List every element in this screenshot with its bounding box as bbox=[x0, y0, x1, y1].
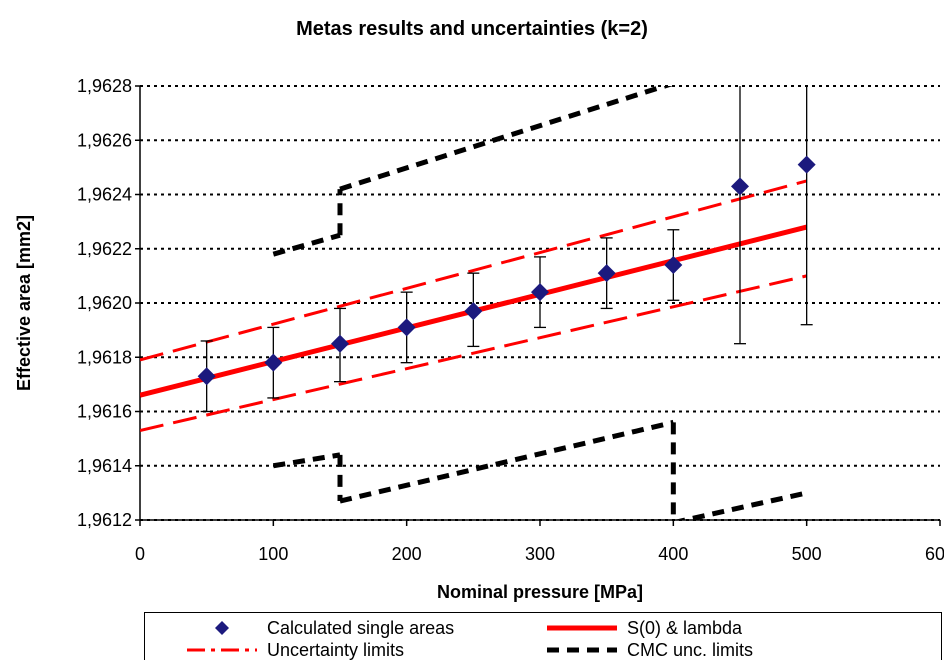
y-tick-label: 1,9626 bbox=[77, 130, 132, 150]
cmc-lower-limit-line bbox=[674, 490, 808, 520]
y-tick-label: 1,9624 bbox=[77, 185, 132, 205]
chart-title: Metas results and uncertainties (k=2) bbox=[296, 18, 648, 40]
legend-symbol-fit bbox=[545, 618, 619, 638]
x-tick-label: 600 bbox=[925, 544, 944, 564]
y-tick-label: 1,9612 bbox=[77, 510, 132, 530]
legend-symbol-uncertainty bbox=[185, 640, 259, 660]
x-tick-label: 200 bbox=[392, 544, 422, 564]
tick-labels: 1,9612 1,9614 1,9616 1,9618 1,9620 1,9622 1,96… bbox=[77, 76, 944, 564]
cmc-upper-limit-line bbox=[339, 86, 674, 192]
y-tick-label: 1,9616 bbox=[77, 402, 132, 422]
legend-label-fit: S(0) & lambda bbox=[627, 617, 743, 638]
y-tick-label: 1,9628 bbox=[77, 76, 132, 96]
x-axis-label: Nominal pressure [MPa] bbox=[437, 582, 643, 602]
data-point-diamond bbox=[664, 256, 683, 275]
legend-symbol-points bbox=[185, 618, 259, 638]
legend-label-uncertainty: Uncertainty limits bbox=[267, 639, 405, 660]
x-tick-label: 0 bbox=[135, 544, 145, 564]
data-point-diamond bbox=[331, 334, 349, 353]
legend-label-points: Calculated single areas bbox=[267, 617, 455, 638]
y-tick-label: 1,9614 bbox=[77, 456, 132, 476]
x-tick-label: 400 bbox=[658, 544, 688, 564]
data-point-diamond bbox=[597, 264, 616, 283]
legend-item-uncertainty: Uncertainty limits bbox=[185, 639, 404, 660]
y-tick-label: 1,9622 bbox=[77, 239, 132, 259]
cmc-lower-limit-line bbox=[339, 419, 674, 504]
cmc-upper-limit-line bbox=[272, 232, 341, 257]
uncertainty-lower-line bbox=[140, 274, 808, 432]
data-point-diamond bbox=[464, 302, 483, 321]
markers-group bbox=[197, 86, 816, 413]
legend-item-fit: S(0) & lambda bbox=[545, 617, 742, 639]
data-point-diamond bbox=[731, 177, 749, 196]
y-tick-label: 1,9620 bbox=[77, 293, 132, 313]
legend-item-cmc: CMC unc. limits bbox=[545, 639, 753, 660]
data-point-diamond bbox=[197, 367, 216, 386]
data-point-diamond bbox=[264, 353, 283, 372]
y-tick-label: 1,9618 bbox=[77, 347, 132, 367]
x-tick-label: 300 bbox=[525, 544, 555, 564]
uncertainty-upper-line bbox=[140, 179, 808, 362]
data-point-diamond bbox=[797, 155, 816, 174]
y-axis-label: Effective area [mm2] bbox=[14, 215, 34, 391]
cmc-lower-limit-line bbox=[272, 452, 341, 469]
x-tick-label: 500 bbox=[792, 544, 822, 564]
data-point-diamond bbox=[397, 318, 416, 337]
legend-label-cmc: CMC unc. limits bbox=[627, 639, 754, 660]
x-tick-label: 100 bbox=[258, 544, 288, 564]
legend-item-points: Calculated single areas bbox=[185, 617, 454, 639]
axes bbox=[135, 85, 941, 526]
legend-symbol-cmc bbox=[545, 640, 619, 660]
data-point-diamond bbox=[531, 283, 549, 302]
legend: Calculated single areas S(0) & lambda Un… bbox=[144, 612, 942, 660]
